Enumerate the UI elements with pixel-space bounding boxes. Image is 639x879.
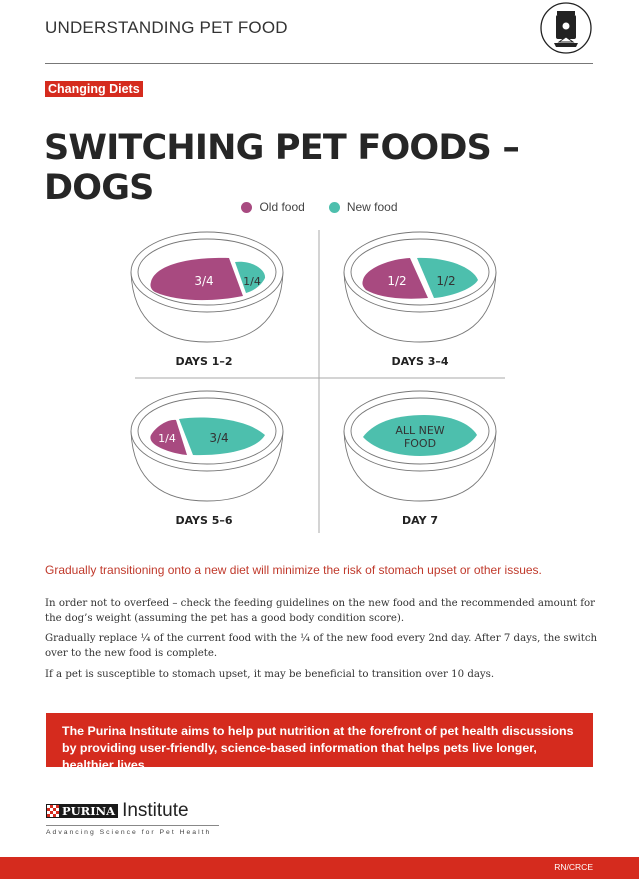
new-food-portion bbox=[363, 415, 477, 456]
legend-item-new-food: New food bbox=[328, 200, 398, 214]
legend-item-old-food: Old food bbox=[241, 200, 305, 214]
bowl-day-7: ALL NEW FOOD DAY 7 bbox=[343, 390, 497, 527]
legend-label: Old food bbox=[259, 200, 305, 214]
bowl-label: DAYS 5–6 bbox=[175, 514, 232, 527]
bowl-label: DAY 7 bbox=[402, 514, 438, 527]
new-food-portion bbox=[417, 257, 478, 298]
purina-wordmark: PURINA bbox=[46, 804, 119, 818]
logo-institute: Institute bbox=[122, 800, 189, 821]
legend: Old food New food bbox=[0, 200, 639, 214]
header-divider bbox=[45, 63, 593, 64]
lead-statement: Gradually transitioning onto a new diet … bbox=[45, 563, 542, 577]
footer-code: RN/CRCE bbox=[554, 862, 593, 872]
paragraph: Gradually replace ¼ of the current food … bbox=[45, 633, 598, 659]
bowl-label: DAYS 3–4 bbox=[391, 355, 448, 368]
old-food-portion bbox=[362, 258, 428, 299]
mission-banner: The Purina Institute aims to help put nu… bbox=[46, 713, 593, 772]
logo-underline bbox=[46, 825, 219, 826]
old-food-portion bbox=[150, 257, 243, 301]
new-food-fraction: 1/4 bbox=[243, 275, 261, 288]
pet-food-bag-icon bbox=[540, 2, 592, 54]
new-food-label-line1: ALL NEW bbox=[395, 424, 444, 437]
footer-bar: RN/CRCE bbox=[0, 857, 639, 879]
paragraph: If a pet is susceptible to stomach upset… bbox=[45, 669, 495, 680]
new-food-portion bbox=[235, 261, 266, 293]
new-food-swatch bbox=[328, 201, 340, 213]
paragraph: In order not to overfeed – check the fee… bbox=[45, 598, 595, 624]
old-food-fraction: 1/4 bbox=[158, 432, 176, 445]
checkerboard-icon bbox=[47, 805, 59, 817]
logo-tagline: Advancing Science for Pet Health bbox=[46, 829, 212, 836]
page-title: SWITCHING PET FOODS – DOGS bbox=[44, 128, 520, 208]
bowl-days-1-2: 3/4 1/4 DAYS 1–2 bbox=[130, 231, 284, 368]
old-food-fraction: 1/2 bbox=[387, 274, 406, 288]
purina-institute-logo: PURINA Institute Advancing Science for Pe… bbox=[46, 800, 219, 836]
old-food-swatch bbox=[241, 201, 253, 213]
old-food-fraction: 3/4 bbox=[194, 274, 213, 288]
bowl-diagram: 3/4 1/4 DAYS 1–2 1/2 1/2 DAYS 3–4 1/4 3/… bbox=[130, 230, 505, 533]
new-food-label-line2: FOOD bbox=[404, 437, 436, 450]
bowl-days-3-4: 1/2 1/2 DAYS 3–4 bbox=[343, 231, 497, 368]
category-badge: Changing Diets bbox=[45, 81, 143, 97]
bowl-days-5-6: 1/4 3/4 DAYS 5–6 bbox=[130, 390, 284, 527]
legend-label: New food bbox=[346, 200, 398, 214]
new-food-portion bbox=[179, 417, 265, 456]
bowl-label: DAYS 1–2 bbox=[175, 355, 232, 368]
section-header: UNDERSTANDING PET FOOD bbox=[45, 18, 288, 37]
old-food-portion bbox=[150, 419, 187, 455]
new-food-fraction: 1/2 bbox=[436, 274, 455, 288]
new-food-fraction: 3/4 bbox=[209, 431, 228, 445]
